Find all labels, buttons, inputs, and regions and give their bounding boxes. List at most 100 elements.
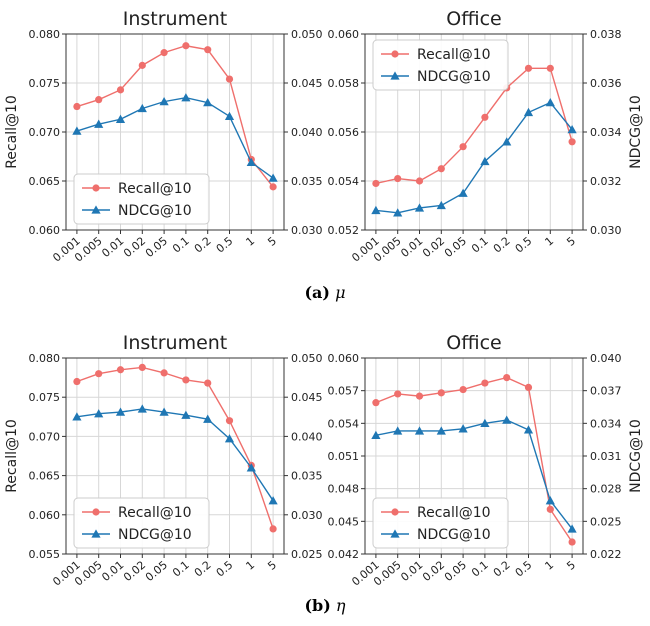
left-tick-label: 0.065 bbox=[29, 470, 61, 483]
y-axis-label-right: NDCG@10 bbox=[628, 95, 644, 169]
legend-label: Recall@10 bbox=[118, 505, 192, 521]
x-tick-label: 5 bbox=[564, 558, 578, 572]
x-tick-label: 5 bbox=[564, 234, 578, 248]
x-tick-label: 0.5 bbox=[214, 558, 236, 579]
right-tick-label: 0.022 bbox=[590, 548, 622, 561]
legend-marker bbox=[391, 508, 399, 516]
data-point-recall bbox=[95, 370, 103, 378]
data-point-ndcg bbox=[567, 124, 577, 134]
data-point-recall bbox=[568, 538, 576, 546]
data-point-recall bbox=[524, 64, 533, 72]
plot-frame bbox=[364, 33, 584, 231]
data-point-ndcg bbox=[523, 107, 534, 117]
x-tick-label: 0.1 bbox=[170, 558, 192, 579]
right-tick-label: 0.035 bbox=[291, 470, 323, 483]
legend-label: NDCG@10 bbox=[417, 69, 491, 85]
data-point-ndcg bbox=[458, 188, 468, 197]
data-point-recall bbox=[568, 138, 576, 146]
data-point-ndcg bbox=[480, 156, 490, 166]
legend-box bbox=[73, 497, 210, 549]
legend-marker bbox=[91, 205, 101, 214]
data-point-ndcg bbox=[393, 426, 403, 435]
x-tick-label: 1 bbox=[543, 234, 557, 248]
x-tick-label: 5 bbox=[265, 558, 279, 572]
left-tick-label: 0.070 bbox=[29, 430, 61, 443]
data-point-recall bbox=[459, 385, 467, 394]
data-point-recall bbox=[160, 49, 168, 57]
y-axis-label-right: NDCG@10 bbox=[628, 419, 644, 493]
left-tick-label: 0.054 bbox=[328, 175, 360, 188]
right-tick-label: 0.050 bbox=[291, 352, 323, 365]
x-tick-label: 0.1 bbox=[170, 234, 192, 255]
right-tick-label: 0.037 bbox=[590, 385, 622, 398]
data-point-recall bbox=[73, 102, 81, 111]
x-tick-label: 1 bbox=[543, 558, 557, 572]
x-tick-label: 1 bbox=[244, 558, 258, 572]
plot-frame bbox=[65, 357, 285, 555]
data-point-recall bbox=[160, 369, 168, 377]
data-point-ndcg bbox=[523, 425, 534, 434]
data-point-ndcg bbox=[480, 418, 490, 428]
legend-marker bbox=[390, 529, 400, 538]
legend-label: Recall@10 bbox=[118, 181, 192, 197]
data-point-ndcg bbox=[545, 98, 555, 107]
left-tick-label: 0.058 bbox=[328, 77, 360, 90]
data-point-recall bbox=[546, 505, 554, 513]
data-point-recall bbox=[459, 143, 467, 151]
data-point-ndcg bbox=[268, 496, 278, 505]
data-point-ndcg bbox=[115, 114, 126, 123]
data-point-recall bbox=[225, 75, 234, 83]
data-point-recall bbox=[524, 383, 533, 391]
data-point-recall bbox=[138, 61, 146, 69]
data-point-recall bbox=[73, 377, 81, 386]
x-tick-label: 0.5 bbox=[513, 234, 535, 255]
series-line-ndcg bbox=[76, 408, 274, 502]
data-point-recall bbox=[95, 96, 103, 104]
left-tick-label: 0.060 bbox=[29, 224, 61, 237]
data-point-recall bbox=[394, 390, 402, 398]
legend-label: NDCG@10 bbox=[417, 527, 491, 543]
left-tick-label: 0.075 bbox=[29, 391, 61, 404]
left-tick-label: 0.054 bbox=[328, 417, 360, 430]
x-tick-label: 5 bbox=[265, 234, 279, 248]
left-tick-label: 0.060 bbox=[328, 352, 360, 365]
data-point-recall bbox=[204, 379, 212, 387]
x-tick-label: 0.01 bbox=[398, 234, 425, 260]
x-tick-label: 0.05 bbox=[442, 558, 469, 584]
left-tick-label: 0.055 bbox=[29, 548, 61, 561]
right-tick-label: 0.028 bbox=[590, 483, 622, 496]
right-tick-label: 0.036 bbox=[590, 77, 622, 90]
data-point-recall bbox=[269, 183, 277, 191]
left-tick-label: 0.048 bbox=[328, 483, 360, 496]
caption-a: (a) μ bbox=[0, 283, 650, 302]
legend: Recall@10 NDCG@10 bbox=[73, 173, 210, 225]
data-point-ndcg bbox=[545, 496, 555, 505]
x-tick-label: 0.05 bbox=[143, 234, 170, 260]
right-tick-label: 0.050 bbox=[291, 28, 323, 41]
legend-label: NDCG@10 bbox=[118, 527, 192, 543]
left-tick-label: 0.080 bbox=[29, 352, 61, 365]
data-point-ndcg bbox=[159, 97, 169, 106]
data-point-recall bbox=[481, 113, 489, 121]
data-point-recall bbox=[394, 174, 402, 183]
caption-a-symbol: μ bbox=[335, 283, 346, 302]
data-point-recall bbox=[116, 366, 125, 374]
x-tick-label: 0.01 bbox=[398, 558, 425, 584]
data-point-ndcg bbox=[502, 415, 512, 424]
data-point-recall bbox=[415, 392, 424, 400]
x-tick-label: 1 bbox=[244, 234, 258, 248]
x-tick-label: 0.2 bbox=[491, 234, 513, 255]
data-point-ndcg bbox=[137, 103, 147, 113]
series-line-recall bbox=[375, 67, 573, 185]
right-tick-label: 0.040 bbox=[590, 352, 622, 365]
caption-b-label: (b) bbox=[304, 596, 331, 615]
data-point-ndcg bbox=[414, 426, 425, 435]
x-tick-label: 0.2 bbox=[192, 234, 214, 255]
right-tick-label: 0.045 bbox=[291, 391, 323, 404]
legend: Recall@10 NDCG@10 bbox=[73, 497, 210, 549]
right-tick-label: 0.034 bbox=[590, 417, 622, 430]
caption-a-label: (a) bbox=[304, 283, 330, 302]
left-tick-label: 0.056 bbox=[328, 126, 360, 139]
legend-box bbox=[73, 173, 210, 225]
